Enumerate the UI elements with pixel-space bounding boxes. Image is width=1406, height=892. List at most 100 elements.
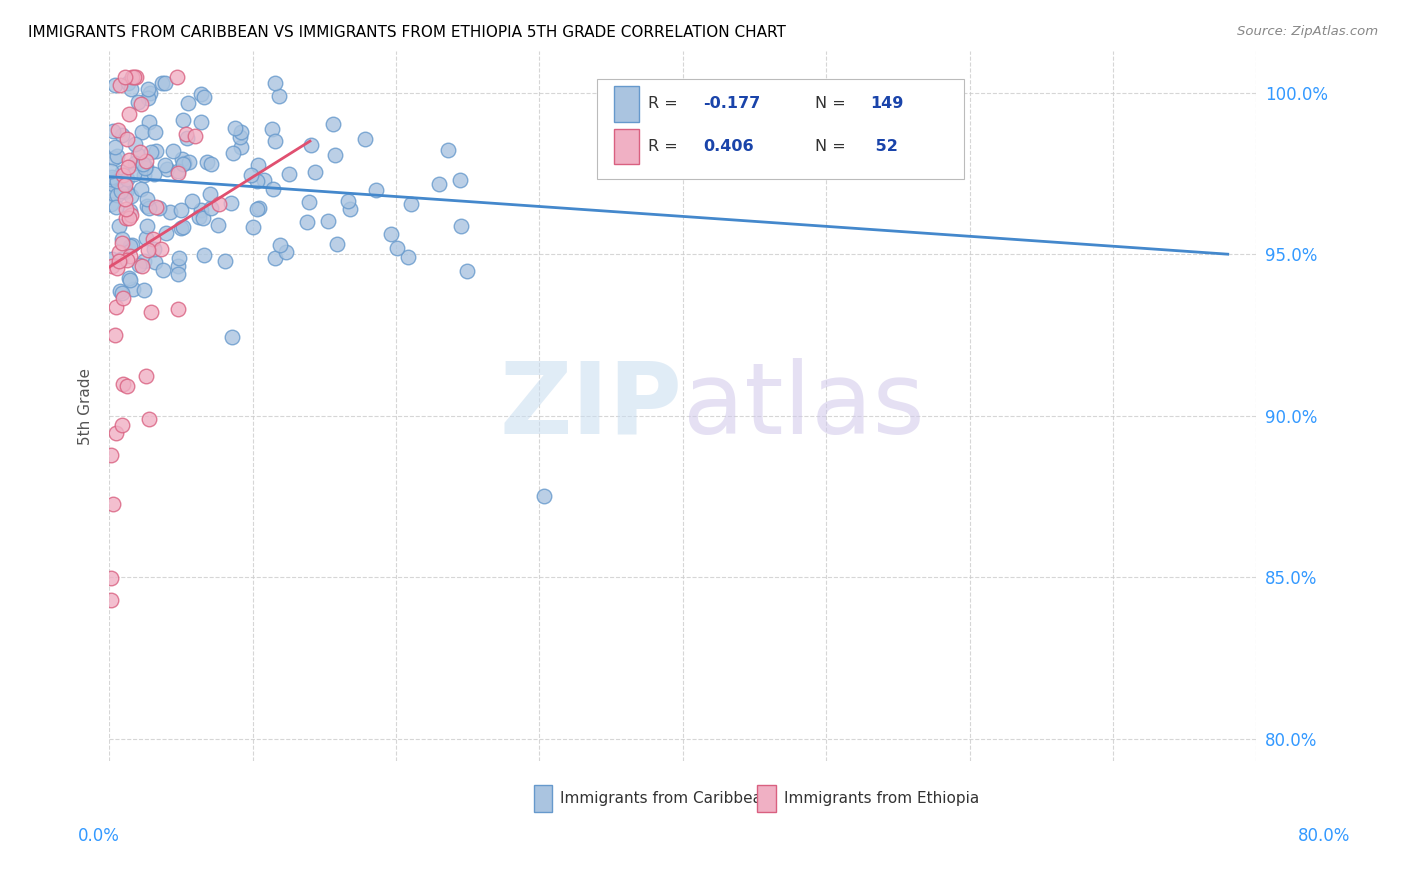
Point <box>135 160 157 174</box>
Point <box>276 245 298 260</box>
Point <box>120 189 142 203</box>
Point <box>150 76 173 90</box>
Point <box>135 154 157 169</box>
Text: R =: R = <box>648 139 683 154</box>
Point <box>101 124 124 138</box>
Point <box>170 203 193 218</box>
Point <box>110 285 132 300</box>
Point <box>114 175 136 189</box>
Point <box>200 201 222 215</box>
Point <box>198 187 221 202</box>
Point <box>104 328 127 343</box>
Point <box>207 219 229 233</box>
Point <box>120 208 142 222</box>
Point <box>110 252 132 266</box>
Point <box>138 82 160 96</box>
Text: atlas: atlas <box>683 358 924 455</box>
Point <box>427 178 450 192</box>
Point <box>138 202 160 216</box>
Point <box>104 78 127 93</box>
Point <box>188 211 211 225</box>
Point <box>190 87 212 101</box>
Point <box>127 148 149 162</box>
Point <box>105 300 128 314</box>
Point <box>450 219 472 233</box>
Point <box>221 330 243 344</box>
Point <box>111 232 134 246</box>
Point <box>131 259 153 273</box>
Bar <box>614 128 640 164</box>
Point <box>100 196 122 211</box>
Point <box>436 143 458 157</box>
Point <box>166 70 188 84</box>
Point <box>134 161 156 176</box>
Point <box>114 211 136 225</box>
Point <box>103 186 125 201</box>
Point <box>111 417 134 432</box>
Point <box>173 157 195 171</box>
Point <box>118 211 141 225</box>
Point <box>135 219 157 233</box>
Point <box>101 169 124 184</box>
Point <box>111 377 134 392</box>
Point <box>166 164 188 178</box>
Point <box>231 140 253 154</box>
Point <box>124 70 146 84</box>
Point <box>101 177 124 191</box>
Point <box>380 227 402 241</box>
Point <box>152 263 174 277</box>
Point <box>108 78 131 93</box>
Point <box>170 153 193 167</box>
Point <box>107 123 129 137</box>
Text: Immigrants from Ethiopia: Immigrants from Ethiopia <box>783 791 979 805</box>
Point <box>193 90 215 104</box>
Text: N =: N = <box>814 96 851 112</box>
Point <box>115 132 138 146</box>
Point <box>156 161 179 176</box>
Bar <box>534 785 553 812</box>
Point <box>111 235 134 250</box>
Point <box>239 169 262 183</box>
Point <box>114 192 136 206</box>
Text: N =: N = <box>814 139 851 154</box>
Point <box>105 149 128 163</box>
Point <box>107 219 129 233</box>
Point <box>121 70 143 84</box>
FancyBboxPatch shape <box>596 79 965 178</box>
Point <box>132 156 155 170</box>
Point <box>141 305 163 319</box>
Point <box>229 130 252 145</box>
Point <box>114 70 136 84</box>
Point <box>456 264 478 278</box>
Point <box>208 196 231 211</box>
Point <box>298 194 321 209</box>
Point <box>132 168 155 182</box>
Point <box>142 242 165 256</box>
Text: 0.406: 0.406 <box>703 139 754 154</box>
Text: -0.177: -0.177 <box>703 96 761 112</box>
Point <box>533 490 555 504</box>
Point <box>153 76 176 90</box>
Point <box>167 166 190 180</box>
Point <box>316 214 339 228</box>
Point <box>105 260 128 275</box>
Point <box>339 202 361 217</box>
Point <box>167 301 190 316</box>
Point <box>193 247 215 261</box>
Point <box>108 285 131 299</box>
Point <box>222 145 245 160</box>
Point <box>124 137 146 152</box>
Point <box>295 215 318 229</box>
Point <box>124 167 146 181</box>
Point <box>169 220 191 235</box>
Point <box>129 182 152 196</box>
Point <box>131 124 153 138</box>
Point <box>121 238 143 252</box>
Point <box>242 219 264 234</box>
Point <box>107 253 129 268</box>
Point <box>118 153 141 167</box>
Point <box>177 95 200 110</box>
Point <box>108 244 131 259</box>
Point <box>100 571 122 585</box>
Text: Source: ZipAtlas.com: Source: ZipAtlas.com <box>1237 25 1378 38</box>
